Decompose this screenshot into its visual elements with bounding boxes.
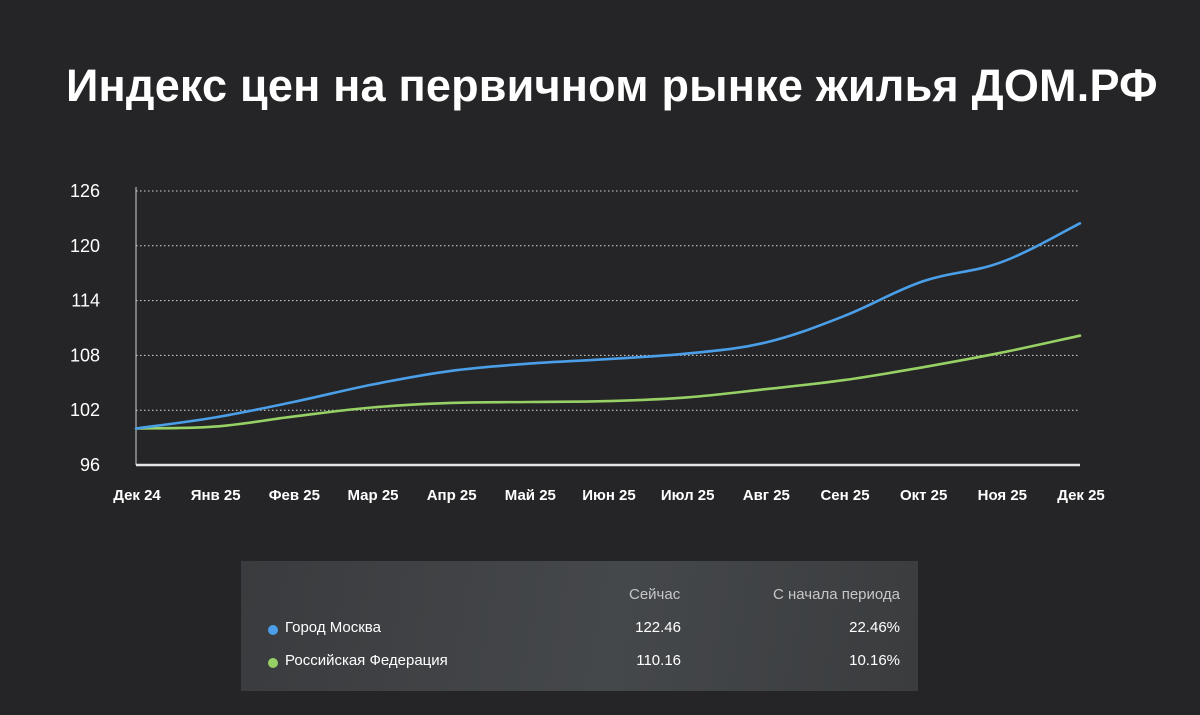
- x-tick-label: Май 25: [505, 487, 556, 504]
- series-name: Город Москва: [285, 619, 381, 636]
- series-line-moscow: [134, 222, 1082, 430]
- x-tick-label: Июл 25: [661, 487, 715, 504]
- y-tick-label: 108: [70, 345, 100, 365]
- column-header-now: Сейчас: [629, 586, 681, 603]
- legend-dot-russia: [268, 658, 278, 668]
- y-tick-label: 126: [70, 181, 100, 201]
- y-tick-label: 120: [70, 236, 100, 256]
- grid-lines: [136, 190, 1080, 411]
- x-tick-label: Мар 25: [347, 487, 398, 504]
- y-tick-labels: 96 102 108 114 120 126: [70, 181, 100, 475]
- y-tick-label: 102: [70, 400, 100, 420]
- x-tick-label: Авг 25: [743, 487, 790, 504]
- legend-dot-moscow: [268, 625, 278, 635]
- y-tick-label: 114: [71, 291, 100, 311]
- x-tick-label: Фев 25: [269, 487, 320, 504]
- current-value: 110.16: [636, 652, 681, 669]
- y-tick-label: 96: [80, 455, 100, 475]
- x-tick-label: Окт 25: [900, 487, 947, 504]
- x-tick-label: Июн 25: [582, 487, 636, 504]
- x-tick-label: Ноя 25: [978, 487, 1027, 504]
- column-header-change: С начала периода: [772, 586, 900, 603]
- series-lines: [134, 222, 1082, 430]
- period-change: 10.16%: [849, 652, 900, 669]
- series-name: Российская Федерация: [285, 652, 448, 669]
- page-title: Индекс цен на первичном рынке жилья ДОМ.…: [66, 60, 1158, 111]
- period-change: 22.46%: [849, 619, 900, 636]
- axes: [135, 187, 1080, 467]
- summary-table: Сейчас С начала периода Город Москва 122…: [241, 561, 918, 691]
- current-value: 122.46: [635, 619, 681, 636]
- x-tick-label: Дек 24: [113, 487, 161, 504]
- series-line-russia: [134, 334, 1082, 430]
- x-tick-label: Сен 25: [820, 487, 869, 504]
- summary-row-moscow: Город Москва 122.46 22.46%: [241, 619, 918, 643]
- x-tick-label: Дек 25: [1057, 487, 1105, 504]
- x-tick-label: Янв 25: [191, 487, 241, 504]
- summary-row-russia: Российская Федерация 110.16 10.16%: [241, 652, 918, 676]
- x-tick-label: Апр 25: [427, 487, 477, 504]
- x-tick-labels: Дек 24 Янв 25 Фев 25 Мар 25 Апр 25 Май 25 Июн …: [113, 487, 1105, 504]
